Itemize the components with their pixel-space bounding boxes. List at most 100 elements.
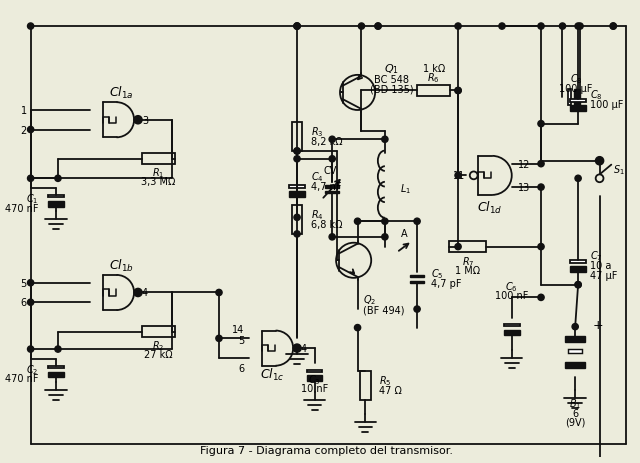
Circle shape — [294, 24, 300, 30]
Circle shape — [134, 289, 142, 297]
Bar — [504, 324, 520, 326]
Text: $Q_2$: $Q_2$ — [364, 293, 376, 307]
Circle shape — [135, 290, 141, 296]
Bar — [410, 281, 424, 284]
Circle shape — [470, 172, 477, 180]
Text: $R_4$: $R_4$ — [310, 208, 323, 222]
Text: 6: 6 — [238, 363, 244, 373]
Bar — [292, 205, 303, 234]
Text: 3: 3 — [142, 115, 148, 125]
Circle shape — [55, 176, 61, 182]
Bar — [360, 371, 371, 400]
Text: 5: 5 — [20, 278, 27, 288]
Circle shape — [355, 219, 361, 225]
Text: $R_5$: $R_5$ — [379, 374, 392, 388]
Text: 100 μF: 100 μF — [559, 83, 593, 94]
Text: 4: 4 — [301, 344, 307, 353]
Bar — [410, 275, 424, 278]
Bar — [48, 201, 64, 207]
Circle shape — [538, 185, 544, 191]
Text: 10 nF: 10 nF — [301, 383, 328, 393]
Text: 6: 6 — [572, 407, 579, 418]
Text: 13: 13 — [518, 183, 530, 193]
Text: 470 nF: 470 nF — [5, 203, 38, 213]
Bar — [48, 366, 64, 369]
Bar — [48, 195, 64, 198]
Circle shape — [455, 24, 461, 30]
Circle shape — [575, 24, 581, 30]
Bar — [142, 154, 175, 165]
Circle shape — [135, 118, 141, 124]
Circle shape — [294, 156, 300, 163]
Text: 1 MΩ: 1 MΩ — [455, 265, 481, 275]
Text: CV: CV — [324, 166, 337, 176]
Circle shape — [355, 325, 361, 331]
Bar — [570, 106, 586, 112]
Circle shape — [596, 157, 604, 165]
Circle shape — [596, 175, 604, 183]
Circle shape — [538, 24, 544, 30]
Circle shape — [538, 161, 544, 168]
Text: $Cl_{1b}$: $Cl_{1b}$ — [109, 257, 134, 274]
Circle shape — [538, 121, 544, 127]
Bar — [504, 330, 520, 336]
Bar — [565, 362, 585, 368]
Circle shape — [455, 88, 461, 94]
Bar — [142, 326, 175, 337]
Circle shape — [414, 219, 420, 225]
Text: $C_8$: $C_8$ — [590, 88, 602, 102]
Text: 3,3 MΩ: 3,3 MΩ — [141, 177, 175, 187]
Text: (9V): (9V) — [565, 416, 586, 426]
Text: $R_7$: $R_7$ — [461, 255, 474, 269]
Circle shape — [455, 244, 461, 250]
Bar — [568, 90, 571, 106]
Circle shape — [414, 307, 420, 313]
Text: 4,7 nF: 4,7 nF — [310, 181, 341, 192]
Circle shape — [375, 24, 381, 30]
Text: $R_3$: $R_3$ — [310, 125, 323, 139]
Bar — [417, 86, 451, 97]
Circle shape — [28, 300, 34, 306]
Circle shape — [28, 24, 34, 30]
Circle shape — [375, 24, 381, 30]
Circle shape — [294, 149, 300, 155]
Text: $Cl_{1c}$: $Cl_{1c}$ — [260, 366, 285, 382]
Circle shape — [28, 127, 34, 133]
Text: 470 nF: 470 nF — [5, 374, 38, 383]
Bar — [570, 267, 586, 272]
Text: 1: 1 — [20, 106, 27, 116]
Text: 11: 11 — [452, 171, 465, 181]
Text: 27 kΩ: 27 kΩ — [144, 349, 173, 359]
Circle shape — [610, 24, 616, 30]
Text: 10 a: 10 a — [590, 261, 611, 270]
Text: 100 nF: 100 nF — [495, 291, 529, 301]
Circle shape — [329, 137, 335, 143]
Text: 1 kΩ: 1 kΩ — [422, 64, 445, 74]
Circle shape — [293, 344, 301, 352]
Bar — [568, 349, 582, 353]
Circle shape — [294, 215, 300, 221]
Circle shape — [28, 346, 34, 352]
Circle shape — [134, 117, 142, 125]
Circle shape — [572, 324, 579, 330]
Text: $C_2$: $C_2$ — [26, 362, 38, 375]
Circle shape — [538, 294, 544, 301]
Bar — [289, 192, 305, 197]
Bar — [449, 242, 486, 252]
Bar — [48, 372, 64, 377]
Circle shape — [538, 244, 544, 250]
Circle shape — [329, 156, 335, 163]
Text: A: A — [401, 228, 407, 238]
Circle shape — [329, 234, 335, 240]
Circle shape — [216, 336, 222, 342]
Text: 6: 6 — [20, 298, 27, 307]
Bar — [325, 186, 339, 188]
Text: $Cl_{1a}$: $Cl_{1a}$ — [109, 85, 134, 101]
Circle shape — [294, 24, 300, 30]
Text: $B_1$: $B_1$ — [569, 396, 581, 410]
Text: $R_6$: $R_6$ — [428, 71, 440, 85]
Text: 4,7 pF: 4,7 pF — [431, 278, 461, 288]
Circle shape — [575, 282, 581, 288]
Bar — [307, 370, 323, 372]
Text: $C_8$: $C_8$ — [570, 72, 582, 86]
